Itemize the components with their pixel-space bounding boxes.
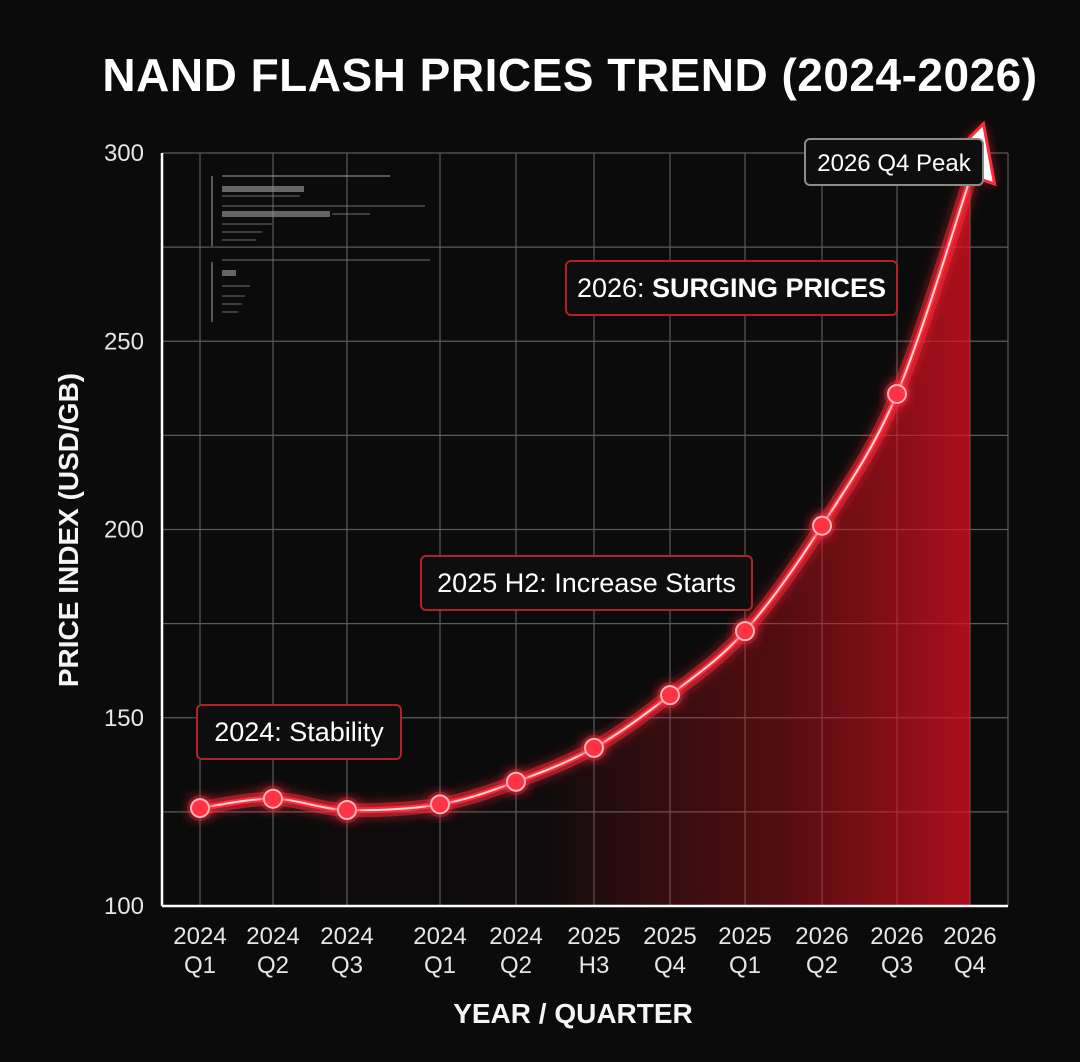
- data-point: [430, 794, 450, 815]
- y-axis-ticks: 100 150 200 250 300: [104, 140, 144, 920]
- annotations: 2024: Stability 2025 H2: Increase Starts 2…: [196, 138, 984, 760]
- y-tick-label: 200: [104, 517, 144, 544]
- axes: [160, 153, 1008, 908]
- x-tick-label: 2025 H3: [567, 923, 620, 979]
- annotation-label: 2026 Q4 Peak: [817, 150, 971, 177]
- area-under-curve: [200, 179, 970, 907]
- annotation-box: [420, 555, 753, 611]
- x-tick-label: 2024 Q2: [489, 923, 542, 979]
- x-tick-label: 2024 Q3: [320, 923, 373, 979]
- x-axis-title: YEAR / QUARTER: [453, 998, 693, 1029]
- x-tick-label: 2026 Q2: [795, 923, 848, 979]
- data-point: [190, 798, 210, 819]
- data-points: [187, 380, 910, 823]
- y-axis-title: PRICE INDEX (USD/GB): [53, 373, 84, 687]
- data-point: [660, 685, 680, 706]
- x-tick-label: 2026 Q4: [943, 923, 996, 979]
- x-tick-label: 2025 Q1: [718, 923, 771, 979]
- data-point: [812, 515, 832, 536]
- x-tick-label: 2024 Q1: [413, 923, 466, 979]
- annotation-box: [804, 138, 984, 186]
- data-point: [735, 621, 755, 642]
- data-point: [263, 788, 283, 809]
- y-tick-label: 300: [104, 140, 144, 167]
- x-tick-label: 2025 Q4: [643, 923, 696, 979]
- annotation-label: 2025 H2: Increase Starts: [437, 568, 736, 598]
- y-tick-label: 250: [104, 328, 144, 355]
- data-point: [506, 771, 526, 792]
- x-axis-ticks: 2024 Q1 2024 Q2 2024 Q3 2024 Q1 2024 Q2 2025 H3 2025…: [173, 923, 996, 979]
- decorative-sketch: [211, 175, 430, 322]
- annotation-label: 2026: SURGING PRICES: [577, 273, 886, 303]
- data-point: [584, 737, 604, 758]
- annotation-label: 2024: Stability: [214, 717, 384, 747]
- y-tick-label: 150: [104, 705, 144, 732]
- x-tick-label: 2026 Q3: [870, 923, 923, 979]
- x-tick-label: 2024 Q1: [173, 923, 226, 979]
- chart-title: NAND FLASH PRICES TREND (2024-2026): [102, 49, 1038, 101]
- x-tick-label: 2024 Q2: [246, 923, 299, 979]
- data-point: [887, 383, 907, 404]
- annotation-box: [565, 260, 898, 316]
- y-tick-label: 100: [104, 893, 144, 920]
- data-point: [337, 799, 357, 820]
- annotation-box: [196, 704, 402, 760]
